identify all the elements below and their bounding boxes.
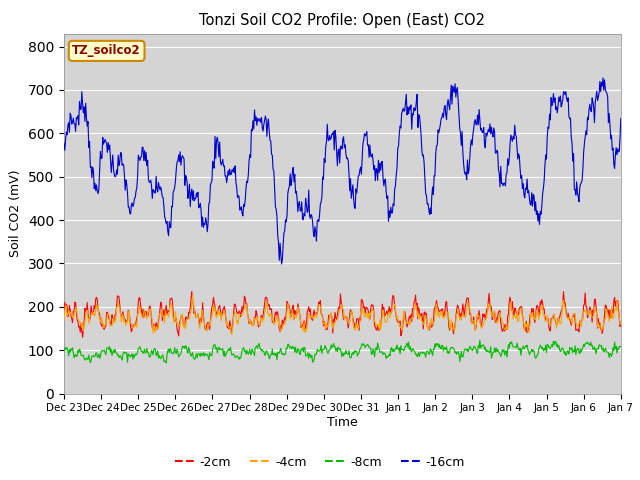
Title: Tonzi Soil CO2 Profile: Open (East) CO2: Tonzi Soil CO2 Profile: Open (East) CO2 [200,13,485,28]
Legend: -2cm, -4cm, -8cm, -16cm: -2cm, -4cm, -8cm, -16cm [170,451,470,474]
Y-axis label: Soil CO2 (mV): Soil CO2 (mV) [10,170,22,257]
X-axis label: Time: Time [327,416,358,429]
Text: TZ_soilco2: TZ_soilco2 [72,44,141,58]
